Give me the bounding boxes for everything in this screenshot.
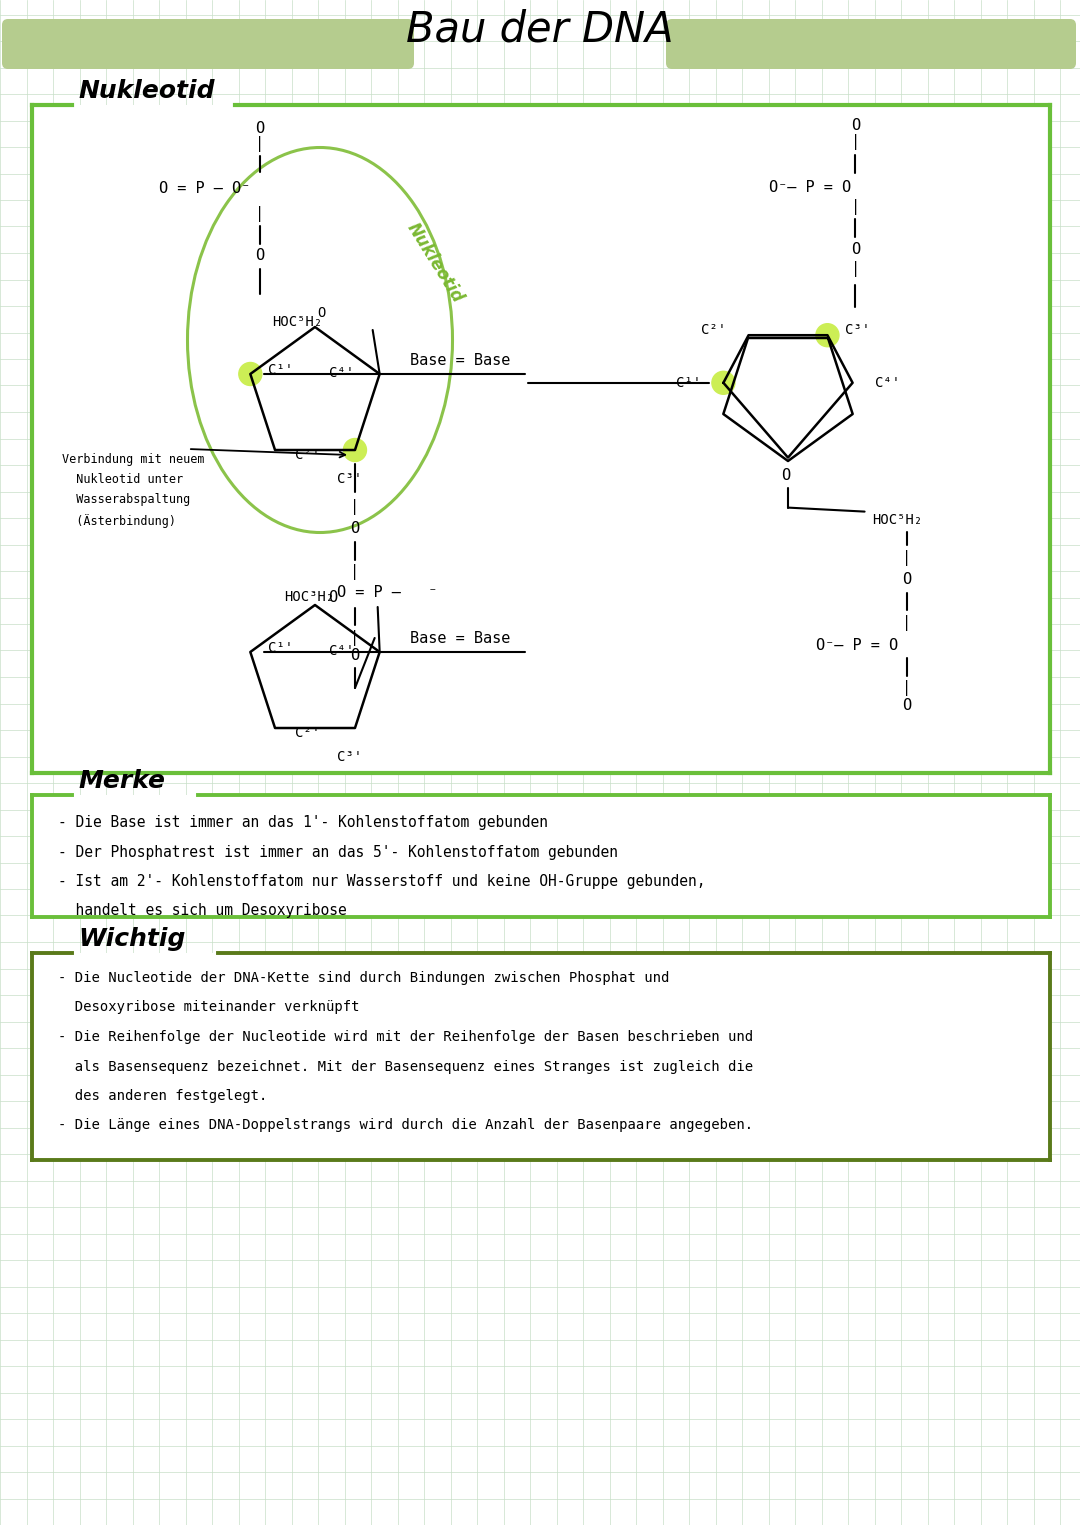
Text: |: |: [350, 499, 360, 515]
Text: O: O: [350, 648, 360, 662]
Text: Desoxyribose miteinander verknüpft: Desoxyribose miteinander verknüpft: [58, 1000, 360, 1014]
Text: |: |: [256, 206, 265, 223]
Bar: [32, 795, 1050, 917]
Text: O: O: [902, 698, 912, 714]
Text: O: O: [256, 122, 265, 136]
Text: C⁴': C⁴': [875, 375, 900, 390]
Text: O⁻– P = O: O⁻– P = O: [815, 637, 897, 653]
Text: Base = Base: Base = Base: [409, 352, 510, 368]
Circle shape: [343, 439, 366, 462]
Text: C¹': C¹': [268, 363, 294, 377]
Bar: [32, 953, 1050, 1161]
Text: C⁴': C⁴': [328, 644, 353, 657]
Text: handelt es sich um Desoxyribose: handelt es sich um Desoxyribose: [58, 903, 347, 918]
Text: Bau der DNA: Bau der DNA: [406, 8, 674, 50]
Text: O: O: [328, 590, 338, 604]
Text: C³': C³': [337, 750, 363, 764]
Text: C³': C³': [337, 473, 363, 486]
Text: |: |: [902, 549, 912, 566]
Bar: [32, 105, 1050, 773]
Text: O: O: [782, 468, 791, 483]
Text: als Basensequenz bezeichnet. Mit der Basensequenz eines Stranges ist zugleich di: als Basensequenz bezeichnet. Mit der Bas…: [58, 1060, 753, 1074]
Text: - Der Phosphatrest ist immer an das 5'- Kohlenstoffatom gebunden: - Der Phosphatrest ist immer an das 5'- …: [58, 845, 618, 860]
Text: O: O: [256, 249, 265, 264]
Circle shape: [712, 371, 734, 395]
Text: Verbindung mit neuem
  Nukleotid unter
  Wasserabspaltung
  (Ästerbindung): Verbindung mit neuem Nukleotid unter Was…: [62, 453, 204, 528]
Text: O: O: [350, 520, 360, 535]
Text: O: O: [902, 572, 912, 587]
Text: HOC⁵H₂: HOC⁵H₂: [873, 512, 922, 526]
Text: Wichtig: Wichtig: [78, 927, 186, 952]
Text: C²': C²': [701, 323, 727, 337]
Text: - Die Base ist immer an das 1'- Kohlenstoffatom gebunden: - Die Base ist immer an das 1'- Kohlenst…: [58, 814, 548, 830]
Text: O: O: [851, 241, 860, 256]
Text: |: |: [902, 680, 912, 695]
Text: O: O: [851, 117, 860, 133]
Text: C¹': C¹': [676, 375, 701, 390]
Text: C⁴': C⁴': [328, 366, 353, 380]
Text: |: |: [256, 136, 265, 152]
Text: C²': C²': [295, 726, 320, 740]
Text: |: |: [851, 261, 860, 278]
Text: O: O: [316, 307, 325, 320]
Text: HOC³H₂: HOC³H₂: [284, 590, 335, 604]
Circle shape: [816, 323, 839, 346]
Text: |: |: [350, 564, 360, 580]
Text: O⁻– P = O: O⁻– P = O: [769, 180, 851, 195]
Text: Nukleotid: Nukleotid: [78, 79, 215, 104]
FancyBboxPatch shape: [2, 18, 414, 69]
Text: O = P – O⁻: O = P – O⁻: [160, 181, 251, 197]
FancyBboxPatch shape: [666, 18, 1076, 69]
Text: - Die Nucleotide der DNA-Kette sind durch Bindungen zwischen Phosphat und: - Die Nucleotide der DNA-Kette sind durc…: [58, 971, 670, 985]
Text: C³': C³': [846, 323, 870, 337]
Circle shape: [239, 363, 261, 386]
Text: O = P –   ⁻: O = P – ⁻: [337, 584, 437, 599]
Text: |: |: [851, 134, 860, 149]
Text: des anderen festgelegt.: des anderen festgelegt.: [58, 1089, 268, 1103]
Text: |: |: [851, 200, 860, 215]
Text: - Ist am 2'- Kohlenstoffatom nur Wasserstoff und keine OH-Gruppe gebunden,: - Ist am 2'- Kohlenstoffatom nur Wassers…: [58, 874, 705, 889]
Text: |: |: [350, 630, 360, 647]
Text: C¹': C¹': [268, 640, 294, 654]
Text: - Die Länge eines DNA-Doppelstrangs wird durch die Anzahl der Basenpaare angegeb: - Die Länge eines DNA-Doppelstrangs wird…: [58, 1118, 753, 1133]
Text: |: |: [902, 615, 912, 631]
Text: Merke: Merke: [78, 769, 165, 793]
Text: C²': C²': [295, 448, 320, 462]
Text: - Die Reihenfolge der Nucleotide wird mit der Reihenfolge der Basen beschrieben : - Die Reihenfolge der Nucleotide wird mi…: [58, 1029, 753, 1045]
Text: Base = Base: Base = Base: [409, 631, 510, 647]
Text: Nukleotid: Nukleotid: [403, 220, 467, 307]
Text: HOC⁵H₂: HOC⁵H₂: [272, 316, 323, 329]
